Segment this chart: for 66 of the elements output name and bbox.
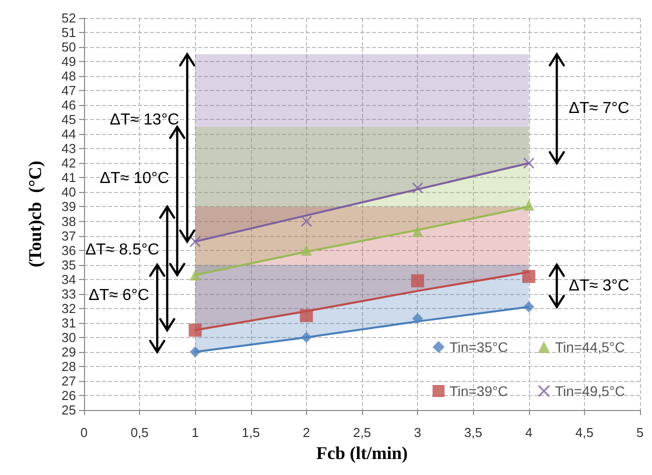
y-tick-label: 41 xyxy=(62,170,76,186)
y-tick-label: 28 xyxy=(62,358,76,374)
point xyxy=(522,270,536,283)
annotation: ΔT≈ 8.5°C xyxy=(85,241,160,258)
annotation: ΔT≈ 3°C xyxy=(568,277,630,294)
point xyxy=(523,301,534,312)
x-tick-label: 2 xyxy=(302,425,310,440)
y-tick-label: 40 xyxy=(62,184,76,200)
y-tick-label: 37 xyxy=(62,228,76,244)
x-tick-label: 4,5 xyxy=(575,425,594,440)
x-tick-label: 4 xyxy=(525,425,532,440)
point xyxy=(300,244,312,256)
annotation: ΔT≈ 13°C xyxy=(110,111,180,128)
point xyxy=(190,346,201,358)
y-axis-title: (Tout)cb (°C) xyxy=(25,160,45,268)
y-tick-label: 34 xyxy=(62,272,76,287)
y-tick-label: 52 xyxy=(62,10,76,26)
annotation: ΔT≈ 6°C xyxy=(88,286,150,304)
y-tick-label: 32 xyxy=(62,300,76,316)
x-axis-title: Fcb (lt/min) xyxy=(316,442,408,463)
y-tick-label: 30 xyxy=(62,330,76,345)
x-tick-label: 1,5 xyxy=(242,425,260,440)
annotation: ΔT≈ 10°C xyxy=(100,170,170,188)
y-tick-label: 48 xyxy=(62,68,76,84)
y-tick-label: 44 xyxy=(62,126,76,142)
point xyxy=(411,274,424,288)
point xyxy=(523,158,534,169)
y-tick-label: 47 xyxy=(62,83,76,98)
y-tick-label: 39 xyxy=(62,199,76,214)
annotation: ΔT≈ 7°C xyxy=(568,100,630,118)
legend-label: Tin=35°C xyxy=(450,339,508,355)
point xyxy=(412,226,424,237)
y-tick-label: 42 xyxy=(62,156,76,171)
y-tick-label: 45 xyxy=(62,112,76,128)
point xyxy=(188,324,202,337)
y-tick-label: 25 xyxy=(62,402,76,418)
y-tick-label: 51 xyxy=(62,25,76,40)
y-tick-label: 38 xyxy=(62,214,76,229)
y-tick-label: 33 xyxy=(62,286,76,302)
legend-label: Tin=49,5°C xyxy=(554,383,625,399)
y-tick-label: 46 xyxy=(62,98,76,113)
y-tick-label: 36 xyxy=(62,242,76,258)
point xyxy=(300,309,313,322)
y-tick-label: 29 xyxy=(62,344,76,360)
x-tick-label: 3 xyxy=(414,425,422,440)
x-tick-label: 3,5 xyxy=(464,425,482,440)
point xyxy=(300,332,312,343)
point xyxy=(523,200,534,211)
x-tick-label: 1 xyxy=(192,425,199,440)
point xyxy=(412,313,424,324)
legend-label: Tin=44,5°C xyxy=(554,339,625,355)
x-tick-label: 5 xyxy=(636,425,644,440)
point xyxy=(300,216,312,227)
y-tick-label: 27 xyxy=(62,373,76,388)
x-tick-label: 2,5 xyxy=(352,425,372,440)
point xyxy=(190,269,201,280)
x-tick-label: 0 xyxy=(80,425,88,440)
y-tick-label: 35 xyxy=(62,257,76,272)
y-tick-label: 49 xyxy=(62,54,76,70)
y-tick-label: 50 xyxy=(62,40,76,55)
y-tick-label: 31 xyxy=(62,315,76,330)
point xyxy=(412,182,424,194)
legend-label: Tin=39°C xyxy=(450,383,508,399)
x-tick-label: 0,5 xyxy=(130,425,149,440)
y-tick-label: 26 xyxy=(62,388,76,403)
y-tick-label: 43 xyxy=(62,141,76,156)
